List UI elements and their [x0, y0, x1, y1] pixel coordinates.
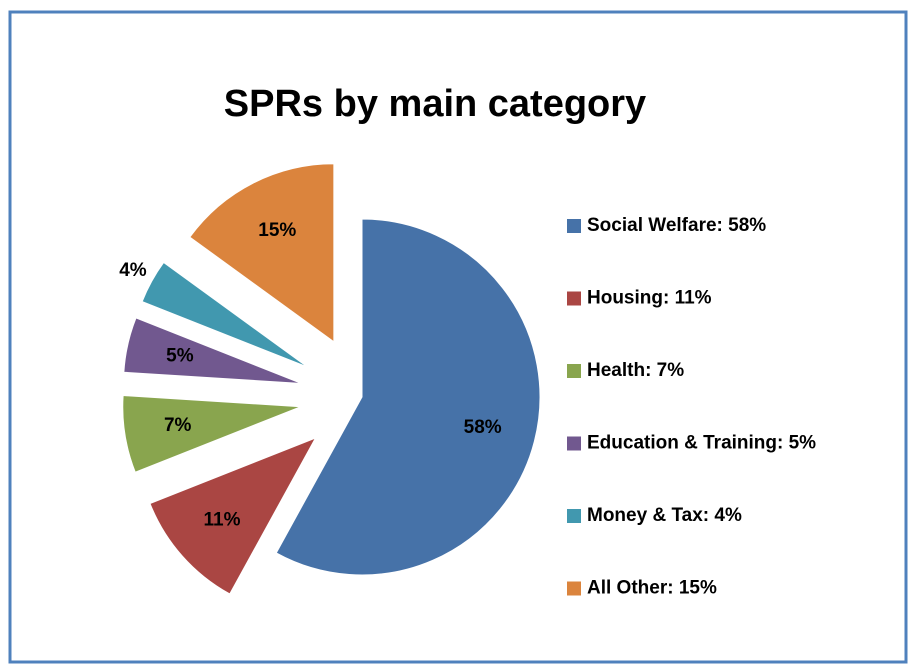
data-label: 4%: [119, 260, 147, 281]
legend-swatch: [567, 364, 581, 378]
pie-slice: [122, 394, 301, 473]
legend-label: Education & Training: 5%: [587, 433, 816, 454]
pie-slice: [149, 437, 317, 595]
pie-slice: [189, 163, 335, 343]
legend-label: Money & Tax: 4%: [587, 505, 742, 526]
data-label: 58%: [464, 417, 502, 438]
data-label: 15%: [258, 220, 296, 241]
legend-swatch: [567, 581, 581, 596]
legend-swatch: [567, 219, 581, 233]
data-label: 5%: [166, 345, 194, 366]
pie-slice: [123, 317, 302, 384]
pie-slice: [275, 218, 541, 576]
legend-label: Health: 7%: [587, 360, 684, 381]
pie-slice: [141, 261, 308, 368]
chart-title: SPRs by main category: [224, 83, 646, 125]
legend-swatch: [567, 509, 581, 523]
legend-label: Housing: 11%: [587, 288, 712, 309]
data-label: 7%: [164, 415, 192, 436]
legend-swatch: [567, 436, 581, 451]
legend-label: All Other: 15%: [587, 578, 717, 599]
legend-swatch: [567, 291, 581, 306]
data-label: 11%: [204, 509, 241, 530]
legend-label: Social Welfare: 58%: [587, 215, 766, 236]
